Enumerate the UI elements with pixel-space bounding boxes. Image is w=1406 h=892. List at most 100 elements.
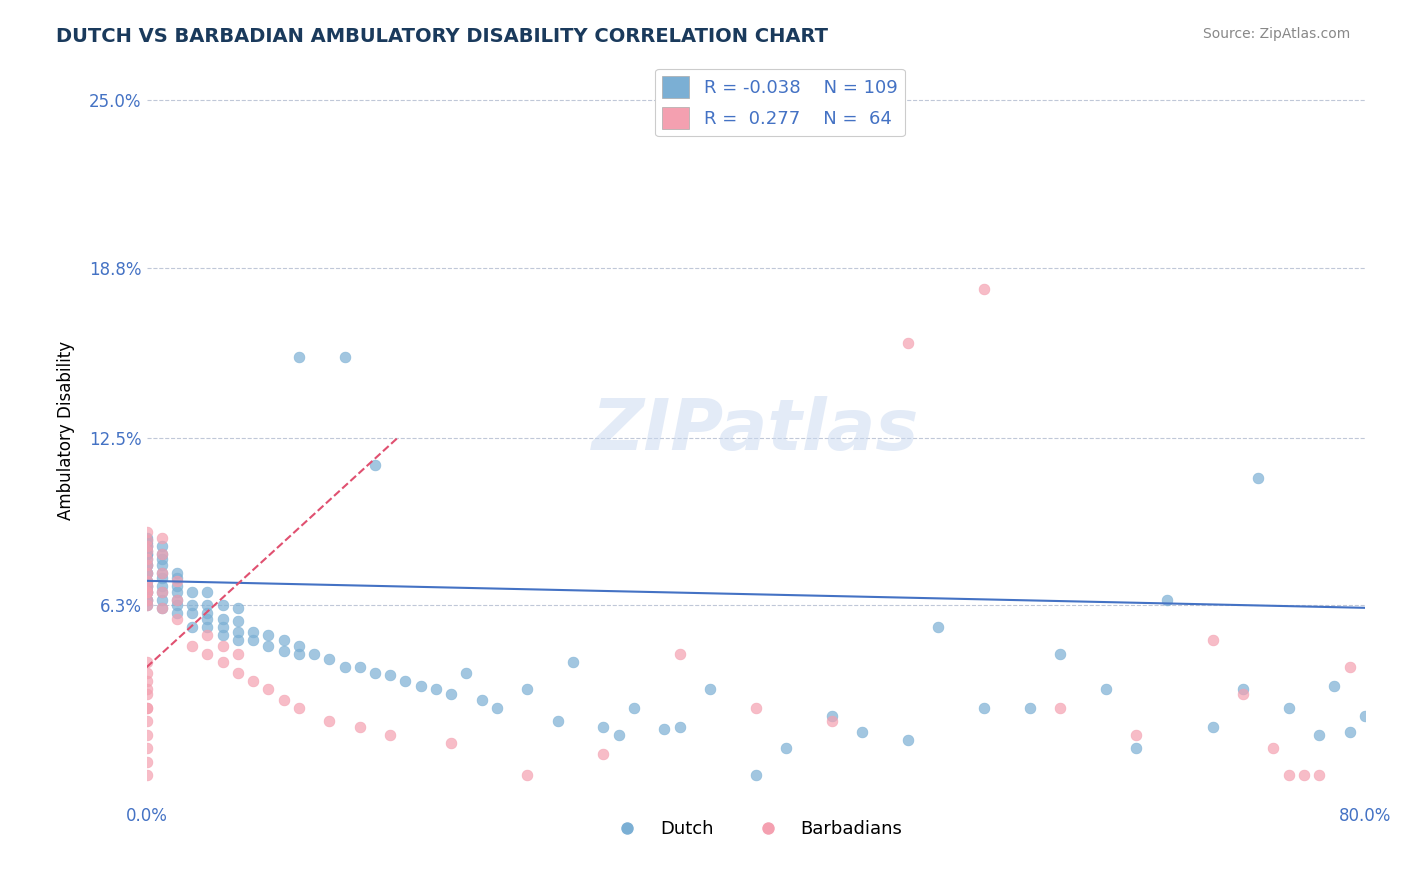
Point [150, 566, 173, 580]
Point [1263, 741, 1285, 756]
Legend: Dutch, Barbadians: Dutch, Barbadians [602, 813, 910, 846]
Point [135, 584, 157, 599]
Point [1018, 700, 1040, 714]
Point [211, 639, 233, 653]
Point [135, 558, 157, 572]
Point [166, 598, 188, 612]
Point [135, 714, 157, 729]
Point [211, 598, 233, 612]
Point [166, 592, 188, 607]
Point [1232, 681, 1254, 696]
Point [150, 531, 173, 545]
Point [1339, 660, 1361, 674]
Point [288, 700, 311, 714]
Point [288, 350, 311, 364]
Point [135, 539, 157, 553]
Point [166, 574, 188, 588]
Point [135, 544, 157, 558]
Point [135, 552, 157, 566]
Point [257, 628, 280, 642]
Point [150, 558, 173, 572]
Point [150, 592, 173, 607]
Point [135, 768, 157, 782]
Point [592, 747, 614, 761]
Point [181, 639, 204, 653]
Text: Source: ZipAtlas.com: Source: ZipAtlas.com [1202, 27, 1350, 41]
Point [1278, 700, 1301, 714]
Point [1201, 633, 1223, 648]
Point [135, 547, 157, 561]
Point [135, 544, 157, 558]
Point [166, 584, 188, 599]
Point [135, 533, 157, 548]
Point [135, 741, 157, 756]
Point [197, 598, 219, 612]
Point [425, 681, 447, 696]
Point [592, 720, 614, 734]
Point [547, 714, 569, 729]
Point [150, 566, 173, 580]
Point [821, 709, 844, 723]
Point [1095, 681, 1118, 696]
Point [135, 598, 157, 612]
Point [197, 647, 219, 661]
Point [150, 600, 173, 615]
Point [257, 639, 280, 653]
Point [135, 728, 157, 742]
Point [440, 687, 463, 701]
Point [150, 584, 173, 599]
Point [775, 741, 797, 756]
Point [166, 592, 188, 607]
Point [623, 700, 645, 714]
Point [349, 720, 371, 734]
Point [1049, 700, 1071, 714]
Point [668, 720, 690, 734]
Point [1125, 728, 1147, 742]
Text: ZIPatlas: ZIPatlas [592, 396, 920, 466]
Point [607, 728, 630, 742]
Point [150, 571, 173, 585]
Point [226, 665, 249, 680]
Point [364, 458, 387, 472]
Point [135, 539, 157, 553]
Point [242, 673, 264, 688]
Point [135, 584, 157, 599]
Point [166, 612, 188, 626]
Point [851, 725, 873, 739]
Point [333, 350, 356, 364]
Point [652, 723, 675, 737]
Point [135, 687, 157, 701]
Point [257, 681, 280, 696]
Point [897, 336, 920, 351]
Point [821, 714, 844, 729]
Point [1049, 647, 1071, 661]
Point [135, 533, 157, 548]
Point [364, 665, 387, 680]
Point [897, 733, 920, 747]
Point [1323, 679, 1346, 693]
Point [288, 639, 311, 653]
Point [1308, 728, 1330, 742]
Point [150, 539, 173, 553]
Point [135, 673, 157, 688]
Point [1247, 471, 1270, 485]
Point [744, 700, 766, 714]
Point [456, 665, 478, 680]
Point [166, 606, 188, 620]
Point [150, 584, 173, 599]
Point [197, 628, 219, 642]
Y-axis label: Ambulatory Disability: Ambulatory Disability [58, 342, 75, 521]
Point [226, 615, 249, 629]
Point [927, 620, 949, 634]
Point [135, 579, 157, 593]
Point [197, 584, 219, 599]
Point [302, 647, 325, 661]
Point [150, 579, 173, 593]
Point [135, 665, 157, 680]
Point [150, 552, 173, 566]
Point [135, 558, 157, 572]
Point [135, 681, 157, 696]
Point [135, 655, 157, 669]
Point [135, 539, 157, 553]
Point [409, 679, 432, 693]
